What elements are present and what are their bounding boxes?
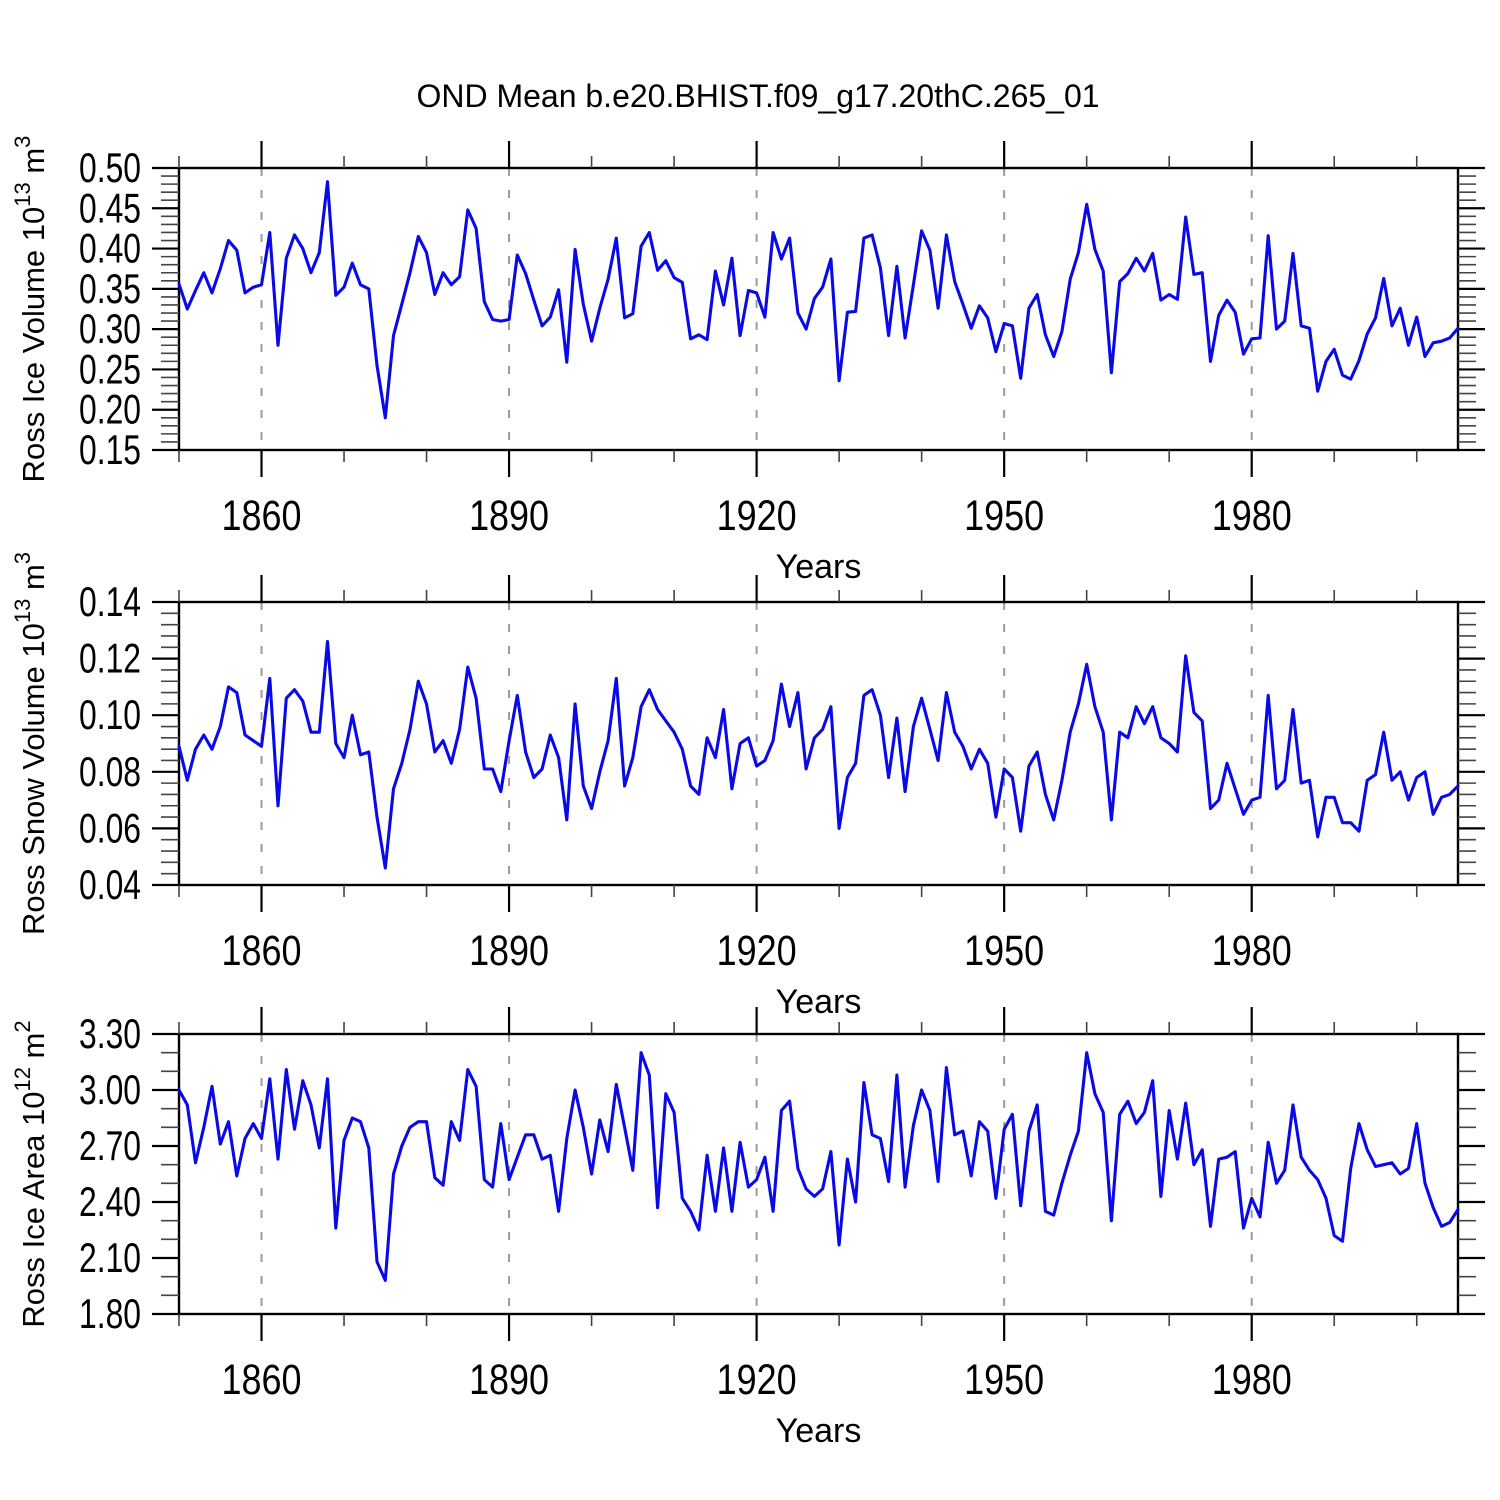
y-tick-label: 1.80 [79,1290,141,1337]
y-tick-label: 3.30 [79,1010,141,1057]
x-tick-label: 1920 [717,927,797,975]
data-series-line [177,180,1460,420]
x-tick-label: 1920 [717,492,797,540]
y-tick-label: 0.15 [79,426,141,473]
y-tick-label: 0.30 [79,305,141,352]
x-tick-label: 1980 [1212,927,1292,975]
y-tick-label: 0.06 [79,804,141,851]
y-axis-title: Ross Snow Volume 1013 m3 [10,552,51,935]
plot-frame [177,1032,1460,1316]
panel-1: 0.04 0.06 0.08 0.10 0.12 0.14 1860 1890 1920 1950… [10,552,1485,1021]
y-tick-label: 0.45 [79,184,141,231]
x-tick-label: 1920 [717,1356,797,1404]
y-tick-label: 0.08 [79,748,141,795]
plot-frame [177,166,1460,452]
x-axis-title: Years [776,548,862,586]
x-axis-title: Years [776,1412,862,1450]
y-axis-title: Ross Ice Area 1012 m2 [10,1020,51,1327]
y-tick-label: 2.70 [79,1122,141,1169]
panel-0: 0.150.200.250.300.350.400.450.50 1860 1890… [10,136,1485,586]
y-tick-label: 0.20 [79,386,141,433]
x-axis-title: Years [776,983,862,1021]
x-tick-label: 1890 [469,1356,549,1404]
chart-title: OND Mean b.e20.BHIST.f09_g17.20thC.265_0… [416,78,1099,114]
y-tick-label: 0.40 [79,225,141,272]
y-tick-label: 2.10 [79,1234,141,1281]
plot-frame [177,600,1460,887]
y-tick-label: 0.25 [79,345,141,392]
y-tick-label: 2.40 [79,1178,141,1225]
y-tick-label: 0.04 [79,861,141,908]
y-tick-label: 0.12 [79,635,141,682]
y-tick-label: 0.50 [79,144,141,191]
x-tick-label: 1980 [1212,1356,1292,1404]
panel-2: 1.80 2.10 2.40 2.70 3.00 3.30 1860 1890 1920 1950… [10,1007,1485,1450]
y-tick-label: 0.10 [79,691,141,738]
x-tick-label: 1950 [964,492,1044,540]
x-tick-label: 1950 [964,1356,1044,1404]
y-tick-label: 0.35 [79,265,141,312]
y-tick-label: 0.14 [79,578,141,625]
x-tick-label: 1890 [469,492,549,540]
x-tick-label: 1980 [1212,492,1292,540]
x-tick-label: 1860 [222,927,302,975]
x-tick-label: 1890 [469,927,549,975]
data-series-line [177,640,1460,870]
x-tick-label: 1860 [222,1356,302,1404]
y-axis-title: Ross Ice Volume 1013 m3 [10,136,51,483]
data-series-line [177,1051,1460,1282]
y-tick-label: 3.00 [79,1066,141,1113]
x-tick-label: 1950 [964,927,1044,975]
x-tick-label: 1860 [222,492,302,540]
